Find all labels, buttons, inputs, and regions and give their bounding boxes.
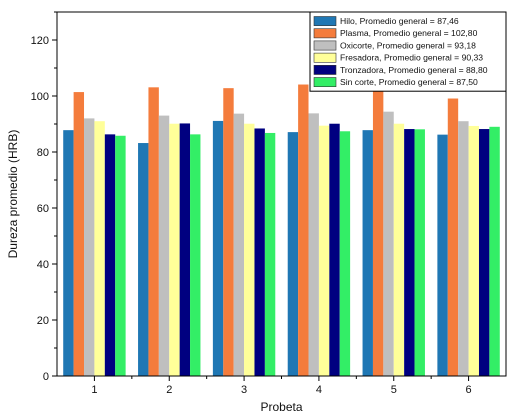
plot-frame	[56, 11, 507, 377]
legend-item: Oxicorte, Promedio general = 93,18	[313, 40, 476, 51]
legend-swatch	[313, 40, 337, 51]
legend: Hilo, Promedio general = 87,46 Plasma, Pr…	[309, 11, 507, 92]
series-3	[84, 111, 469, 377]
bar-series-3-probeta-4	[308, 113, 319, 377]
bar-series-2-probeta-5	[372, 81, 384, 376]
bar-series-6-probeta-6	[489, 126, 500, 376]
legend-item: Plasma, Promedio general = 102,80	[313, 28, 478, 39]
x-tick-label: 6	[466, 384, 472, 396]
bar-series-6-probeta-4	[339, 131, 351, 376]
bar-series-3-probeta-6	[458, 121, 469, 376]
bar-series-5-probeta-3	[254, 128, 265, 376]
legend-label: Sin corte, Promedio general = 87,50	[340, 77, 478, 87]
bar-series-6-probeta-1	[115, 135, 126, 376]
x-axis: 1 2 3 4 5 6	[91, 376, 472, 396]
bar-series-5-probeta-1	[104, 134, 116, 376]
x-tick-label: 5	[391, 384, 397, 396]
plot-frame-rect	[56, 11, 507, 377]
bar-series-2-probeta-4	[298, 84, 309, 377]
bar-series-3-probeta-5	[383, 111, 394, 377]
bar-series-1-probeta-6	[437, 134, 448, 376]
y-tick-label: 120	[31, 35, 49, 47]
series-1	[63, 120, 448, 376]
x-tick-label: 4	[316, 384, 322, 396]
bar-series-5-probeta-6	[478, 129, 490, 376]
legend-swatch	[313, 16, 337, 26]
bar-series-5-probeta-2	[179, 123, 191, 376]
y-tick-label: 20	[37, 315, 49, 327]
legend-item: Tronzadora, Promedio general = 88,80	[313, 65, 488, 75]
y-tick-label: 0	[43, 371, 49, 383]
bar-series-3-probeta-3	[233, 113, 245, 376]
legend-label: Plasma, Promedio general = 102,80	[340, 28, 478, 38]
legend-item: Hilo, Promedio general = 87,46	[313, 16, 459, 26]
x-tick-label: 1	[91, 384, 97, 396]
y-axis-title: Dureza promedio (HRB)	[6, 130, 20, 259]
bar-series-5-probeta-4	[329, 123, 340, 376]
bar-series-1-probeta-5	[362, 130, 373, 376]
bar-series-2-probeta-1	[73, 92, 85, 376]
legend-label: Fresadora, Promedio general = 90,33	[340, 53, 483, 63]
series-6	[115, 126, 500, 376]
y-tick-label: 40	[37, 259, 49, 271]
bar-series-3-probeta-2	[158, 115, 170, 376]
bar-series-2-probeta-2	[148, 87, 159, 376]
bar-series-1-probeta-2	[138, 143, 149, 376]
y-axis: 0 20 40 60 80 100 120	[31, 11, 57, 383]
y-tick-label: 80	[37, 147, 49, 159]
series-4	[94, 121, 479, 377]
bar-series-4-probeta-1	[94, 121, 105, 376]
bar-series-6-probeta-3	[264, 132, 276, 376]
legend-swatch	[313, 65, 337, 75]
bar-series-4-probeta-2	[169, 123, 180, 376]
x-tick-label: 3	[241, 384, 247, 396]
y-tick-label: 60	[37, 203, 49, 215]
legend-swatch	[313, 28, 337, 39]
bar-series-4-probeta-5	[393, 123, 405, 376]
legend-swatch	[313, 77, 337, 87]
bar-series-3-probeta-1	[84, 118, 95, 377]
legend-swatch	[313, 52, 337, 63]
x-tick-label: 2	[166, 384, 172, 396]
bar-series-5-probeta-5	[404, 129, 415, 376]
series-5	[104, 123, 490, 376]
legend-box	[309, 11, 507, 92]
x-axis-title: Probeta	[260, 400, 302, 414]
bar-series-6-probeta-2	[190, 134, 201, 376]
bar-series-6-probeta-5	[414, 129, 425, 376]
legend-item: Fresadora, Promedio general = 90,33	[313, 52, 483, 63]
legend-label: Tronzadora, Promedio general = 88,80	[340, 65, 488, 75]
bar-series-4-probeta-6	[468, 125, 479, 377]
legend-item: Sin corte, Promedio general = 87,50	[313, 77, 478, 87]
bar-series-1-probeta-3	[212, 120, 224, 376]
legend-label: Hilo, Promedio general = 87,46	[340, 16, 459, 26]
bar-series-4-probeta-4	[318, 125, 330, 377]
legend-label: Oxicorte, Promedio general = 93,18	[340, 40, 476, 50]
bars	[63, 81, 500, 377]
series-2	[73, 81, 459, 377]
bar-series-1-probeta-1	[63, 130, 74, 376]
bar-series-1-probeta-4	[287, 132, 299, 376]
bar-series-4-probeta-3	[244, 123, 255, 376]
bar-series-2-probeta-6	[447, 98, 459, 377]
y-tick-label: 100	[31, 91, 49, 103]
bar-series-2-probeta-3	[223, 88, 234, 376]
